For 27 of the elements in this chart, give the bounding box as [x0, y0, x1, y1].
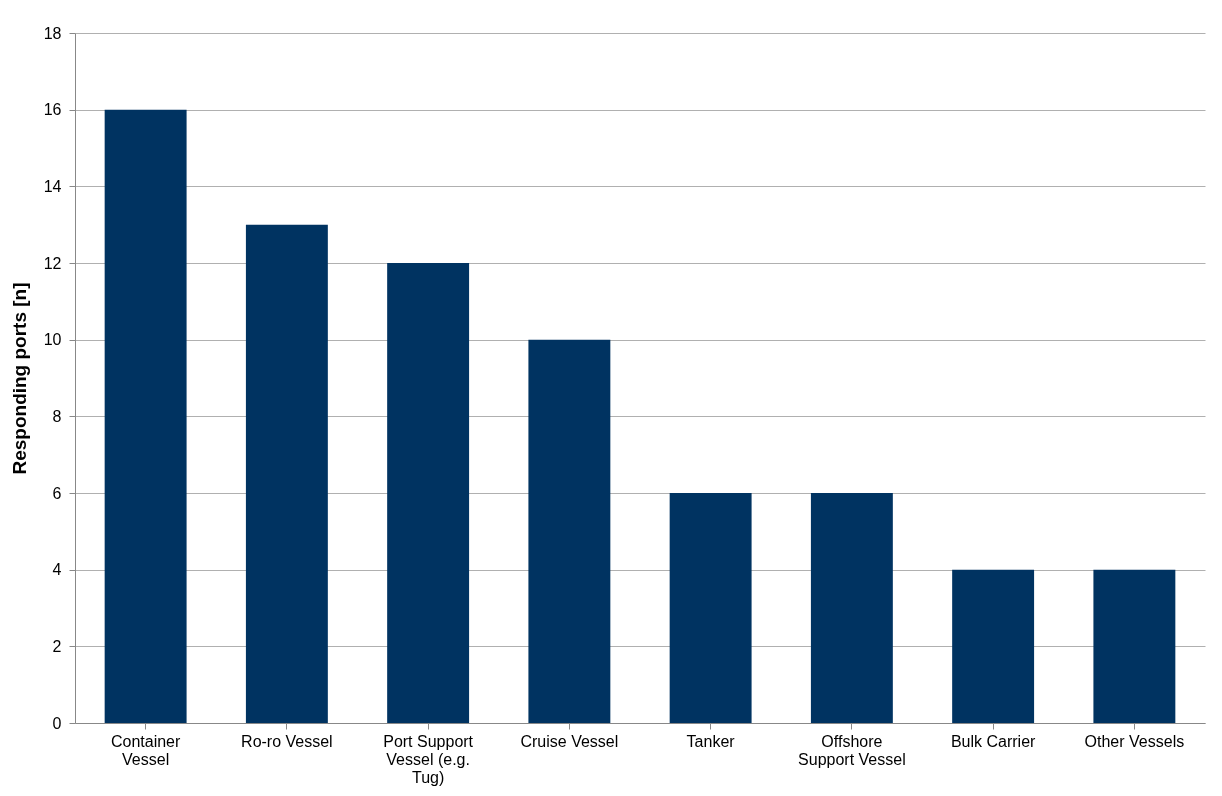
bar [1093, 569, 1176, 723]
y-tick-label: 2 [52, 637, 62, 655]
x-tick-label: Tanker [686, 732, 736, 750]
x-tick-label: Cruise Vessel [520, 732, 619, 750]
y-tick-label: 14 [43, 177, 62, 195]
y-tick-label: 16 [43, 101, 62, 119]
bar [810, 493, 893, 723]
x-tick-label: Offshore Support Vessel [798, 732, 906, 768]
bar [669, 493, 752, 723]
y-tick-label: 18 [43, 24, 62, 42]
y-tick-label: 10 [43, 331, 62, 349]
y-tick-label: 0 [52, 714, 62, 732]
y-tick-label: 6 [52, 484, 62, 502]
y-tick-label: 8 [52, 407, 62, 425]
x-tick-label: Container Vessel [110, 732, 181, 768]
x-tick-label: Port Support Vessel (e.g. Tug) [383, 732, 474, 786]
y-tick-label: 4 [52, 561, 62, 579]
x-tick-label: Bulk Carrier [950, 732, 1037, 750]
x-tick-label: Ro-ro Vessel [241, 732, 333, 750]
bar [952, 569, 1035, 723]
bar [528, 339, 611, 723]
y-axis-title: Responding ports [n] [8, 282, 30, 475]
y-tick-label: 12 [43, 254, 62, 272]
bar [245, 224, 328, 723]
bar [104, 109, 187, 723]
bar [387, 263, 470, 723]
x-tick-label: Other Vessels [1084, 732, 1185, 750]
